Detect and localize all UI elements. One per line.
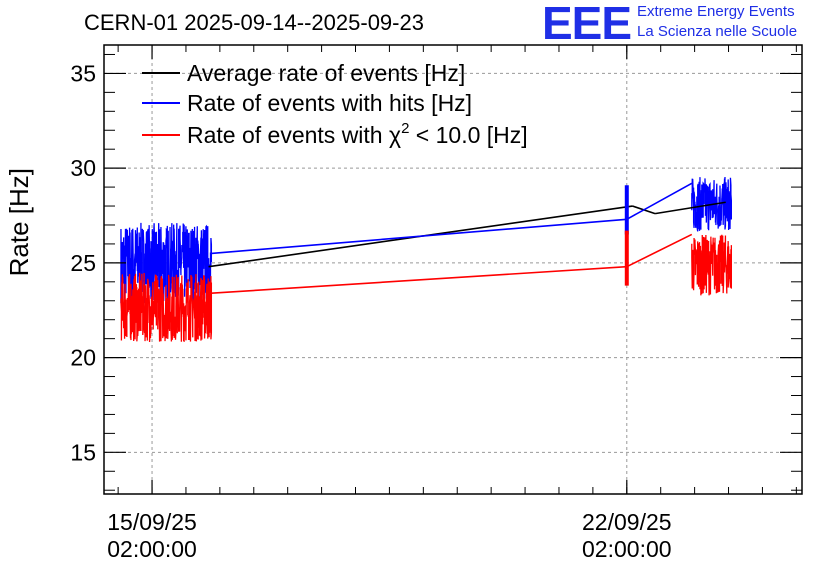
series-0-segment bbox=[654, 201, 726, 215]
y-axis-label: Rate [Hz] bbox=[4, 168, 34, 276]
grid-lines bbox=[104, 45, 802, 494]
series-1-noise-block bbox=[120, 222, 213, 304]
chi-exponent: 2 bbox=[401, 120, 409, 137]
x-tick-time: 02:00:00 bbox=[107, 536, 197, 562]
series-2-noise-block bbox=[120, 272, 213, 342]
plot-frame bbox=[103, 44, 803, 495]
x-tick-time: 02:00:00 bbox=[582, 536, 672, 562]
axis-ticks bbox=[104, 45, 802, 494]
series-1-segment bbox=[211, 218, 627, 255]
y-tick-labels: 15 20 25 30 35 bbox=[70, 60, 96, 465]
y-tick-label: 30 bbox=[70, 155, 96, 181]
x-tick-date: 15/09/25 bbox=[107, 509, 197, 535]
y-tick-label: 35 bbox=[70, 60, 96, 86]
series-1-spike bbox=[624, 185, 629, 235]
y-tick-label: 15 bbox=[70, 439, 96, 465]
series-2-noise-block bbox=[691, 234, 732, 296]
series-2-segment bbox=[211, 265, 627, 294]
legend-label-1: Rate of events with hits [Hz] bbox=[187, 90, 472, 116]
data-layer bbox=[120, 177, 732, 342]
legend-label-part: Rate of events with bbox=[187, 122, 389, 148]
series-1-segment bbox=[626, 182, 693, 220]
legend-label-2: Rate of events with χ2 < 10.0 [Hz] bbox=[187, 120, 528, 148]
eee-logo: EEE bbox=[542, 0, 632, 49]
logo-subtitle-line2: La Scienza nelle Scuole bbox=[637, 23, 798, 40]
legend: Average rate of events [Hz] Rate of event… bbox=[142, 60, 528, 148]
x-tick-date: 22/09/25 bbox=[582, 509, 672, 535]
legend-label-0: Average rate of events [Hz] bbox=[187, 60, 465, 86]
chart-title: CERN-01 2025-09-14--2025-09-23 bbox=[84, 10, 424, 35]
series-2-segment bbox=[626, 233, 693, 268]
series-1-noise-block bbox=[691, 177, 732, 232]
y-tick-label: 25 bbox=[70, 250, 96, 276]
series-2-spike bbox=[624, 230, 629, 286]
chi-symbol: χ bbox=[389, 122, 401, 148]
y-tick-label: 20 bbox=[70, 345, 96, 371]
legend-label-part: < 10.0 [Hz] bbox=[409, 122, 527, 148]
logo-subtitle-line1: Extreme Energy Events bbox=[637, 3, 795, 20]
